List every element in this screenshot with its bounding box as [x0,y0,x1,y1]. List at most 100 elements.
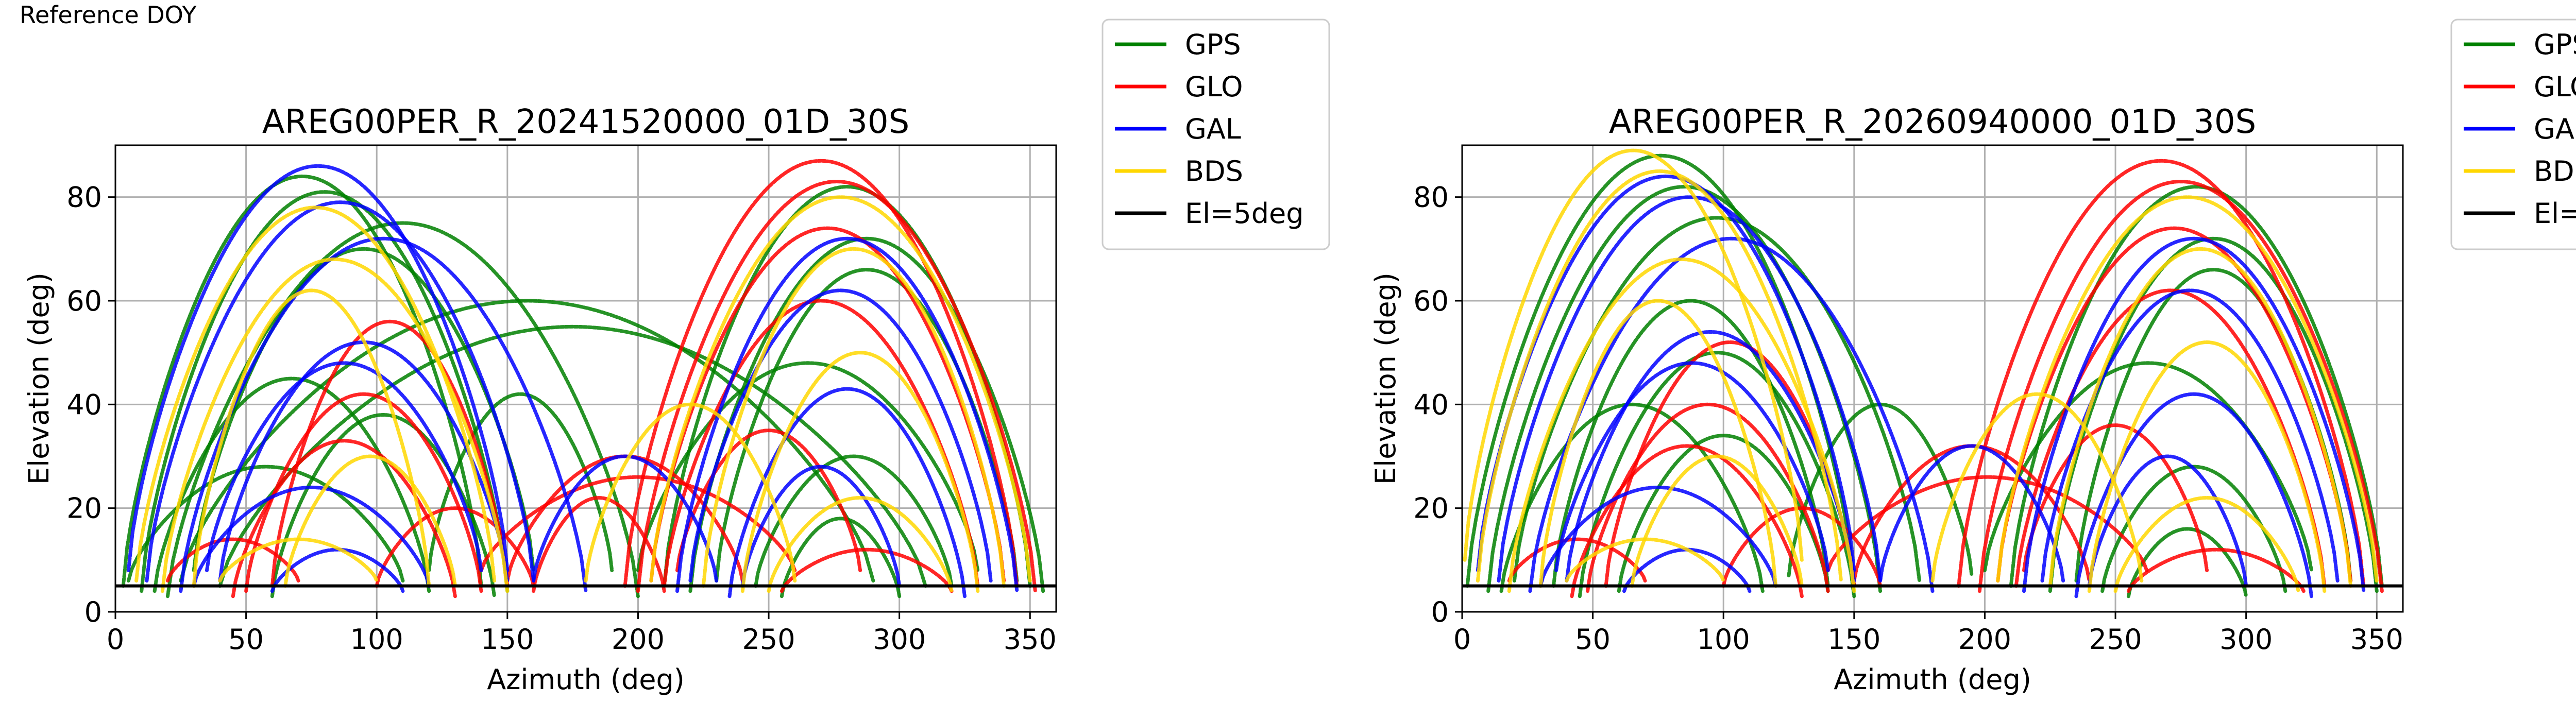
series-bds [1463,148,2379,593]
reference-doy-label: Reference DOY [20,1,197,29]
legend-label: GAL [2534,113,2576,145]
satellite-arc-glo [649,226,1006,583]
y-tick-label: 60 [66,285,102,317]
satellite-arc-bds [2087,340,2327,593]
legend-label: El=5deg [1185,197,1304,230]
satellite-arc-gps [754,454,954,588]
y-tick-label: 60 [1413,285,1449,317]
satellite-arc-gal [2022,236,2366,593]
y-tick-label: 0 [84,596,102,628]
legend-label: El=5deg [2534,197,2576,230]
satellite-arc-glo [636,179,1037,593]
data-layer [121,159,1045,598]
axes-frame [114,144,1057,613]
satellite-arc-glo [231,439,457,598]
satellite-arc-glo [1507,537,1647,583]
satellite-arc-gal [688,288,993,583]
satellite-arc-glo [532,495,666,593]
satellite-arc-gal [740,465,902,588]
satellite-arc-bds [283,454,457,588]
x-tick-label: 350 [1004,623,1057,656]
satellite-arc-gps [1552,299,1830,588]
satellite-arc-gps [636,361,980,572]
satellite-arc-gal [727,387,967,598]
x-axis-label: Azimuth (deg) [487,663,685,696]
satellite-arc-gps [2009,184,2384,588]
legend-label: GLO [2534,71,2576,103]
satellite-arc-bds [649,195,1032,583]
chart-title: AREG00PER_R_20241520000_01D_30S [262,103,909,141]
satellite-arc-bds [701,247,1006,588]
satellite-arc-bds [1538,299,1778,588]
legend-label: GPS [2534,28,2576,61]
satellite-arc-bds [740,351,980,593]
satellite-arc-gal [205,361,483,572]
legend: GPS GLO GAL BDS El=5deg [1101,19,1330,250]
satellite-arc-gal [2087,454,2248,588]
satellite-arc-bds [1930,392,2144,583]
satellite-arc-gps [427,392,614,572]
satellite-arc-glo [1957,159,2366,588]
satellite-arc-bds [1996,195,2379,583]
satellite-arc-glo [623,159,1019,588]
chart-title: AREG00PER_R_20260940000_01D_30S [1609,103,2256,141]
satellite-arc-glo [244,392,483,593]
legend-label: BDS [1185,155,1243,187]
x-tick-label: 100 [1697,623,1750,656]
satellite-arc-bds [218,537,379,583]
legend-label: BDS [2534,155,2576,187]
satellite-arc-glo [1586,402,1830,593]
satellite-arc-gal [179,236,588,593]
series-gal [126,164,1019,598]
satellite-arc-glo [662,299,980,588]
satellite-arc-glo [2022,423,2209,572]
satellite-arc-gps [218,324,927,588]
satellite-arc-glo [1996,226,2353,583]
y-axis-label: Elevation (deg) [23,272,55,485]
satellite-arc-gal [126,164,510,572]
x-tick-label: 50 [228,623,264,656]
satellite-arc-gal [192,485,431,588]
satellite-arc-bds [767,495,954,593]
y-tick-label: 80 [66,181,102,214]
x-tick-label: 150 [481,623,534,656]
satellite-arc-gal [145,200,536,583]
x-tick-label: 200 [612,623,665,656]
satellite-arc-glo [479,475,797,572]
data-layer [1463,148,2384,598]
legend-box [1101,19,1330,250]
x-tick-label: 250 [742,623,795,656]
satellite-arc-gal [1497,195,1883,583]
x-tick-label: 0 [1453,623,1471,656]
satellite-arc-glo [165,537,300,583]
series-bds [134,195,1032,593]
y-tick-label: 80 [1413,181,1449,214]
y-tick-label: 40 [66,388,102,421]
satellite-arc-bds [2048,247,2353,588]
x-tick-label: 150 [1827,623,1880,656]
satellite-arc-bds [1463,148,1804,562]
legend-label: GPS [1185,28,1241,61]
satellite-arc-bds [584,402,797,583]
satellite-arc-gps [126,465,405,583]
legend-label: GLO [1185,71,1243,103]
satellite-arc-glo [2126,547,2306,593]
y-tick-label: 0 [1431,596,1449,628]
x-tick-label: 300 [2219,623,2273,656]
satellite-arc-bds [160,257,510,593]
satellite-arc-gal [1565,330,1856,583]
series-gps [121,174,1045,598]
series-glo [165,159,1037,598]
satellite-arc-gps [779,517,902,598]
satellite-arc-bds [2113,495,2300,593]
x-tick-label: 100 [350,623,403,656]
satellite-arc-glo [270,319,510,588]
satellite-arc-gps [1578,351,1856,598]
satellite-arc-gps [2126,527,2248,598]
satellite-arc-glo [779,547,954,593]
satellite-arc-bds [192,288,431,588]
x-tick-label: 350 [2350,623,2403,656]
satellite-arc-bds [1507,257,1856,593]
y-tick-label: 20 [66,492,102,525]
